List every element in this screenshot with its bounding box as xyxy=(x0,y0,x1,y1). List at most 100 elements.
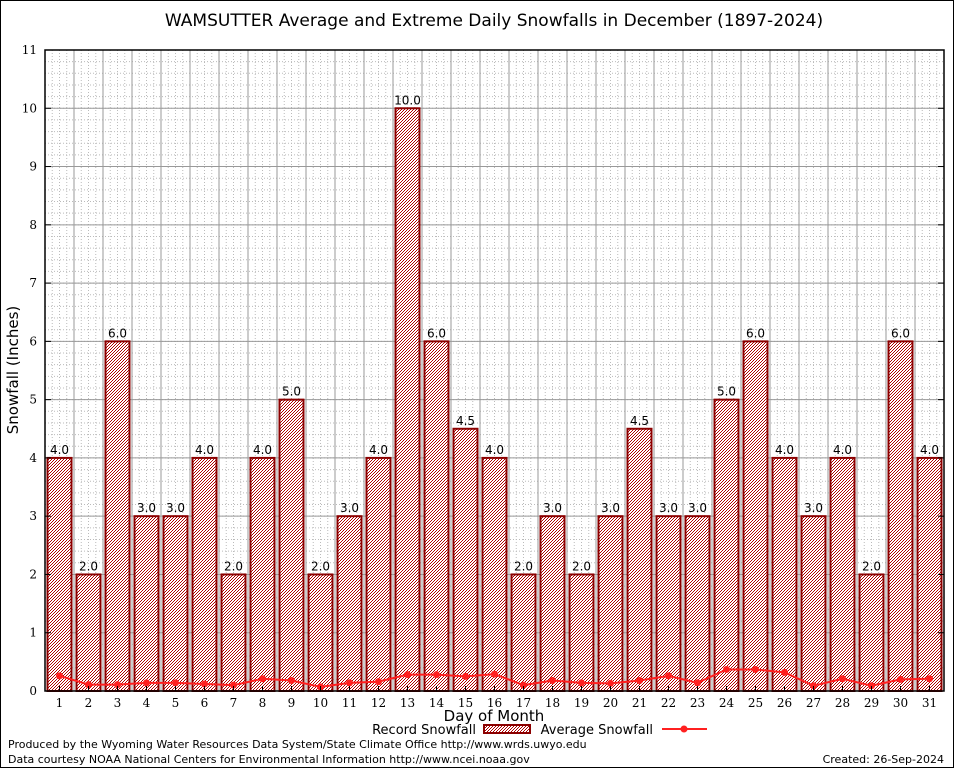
average-point-day-28 xyxy=(839,675,846,683)
x-tick-label: 29 xyxy=(864,696,879,710)
legend-record-label: Record Snowfall xyxy=(372,723,476,738)
average-point-day-7 xyxy=(230,681,237,689)
x-tick-label: 17 xyxy=(516,696,531,710)
x-tick-label: 25 xyxy=(748,696,763,710)
record-bars: 4.0 2.0 6.0 3.0 3.0 4.0 2.0 4.0 5.0 2.0 3.0 4.0 10.0… xyxy=(46,93,943,693)
average-point-day-5 xyxy=(172,679,179,687)
y-tick-label: 11 xyxy=(22,43,37,57)
bar-day-6 xyxy=(191,456,218,692)
average-point-day-11 xyxy=(346,679,353,687)
bar-value-label: 4.0 xyxy=(50,443,69,457)
bar-value-label: 4.5 xyxy=(630,414,649,428)
average-point-day-24 xyxy=(723,665,730,673)
bar-value-label: 4.0 xyxy=(775,443,794,457)
average-line xyxy=(56,665,933,691)
y-tick-label: 5 xyxy=(29,393,37,407)
bar-value-label: 3.0 xyxy=(166,501,185,515)
x-tick-label: 14 xyxy=(429,696,445,710)
average-point-day-30 xyxy=(897,675,904,683)
x-tick-label: 19 xyxy=(574,696,589,710)
bar-day-23 xyxy=(684,515,711,692)
bar-value-label: 4.0 xyxy=(833,443,852,457)
chart-title: WAMSUTTER Average and Extreme Daily Snow… xyxy=(165,11,823,31)
footer-created: Created: 26-Sep-2024 xyxy=(823,753,944,766)
bar-day-26 xyxy=(771,456,798,692)
bar-value-label: 2.0 xyxy=(514,559,533,573)
bar-value-label: 3.0 xyxy=(340,501,359,515)
x-tick-label: 4 xyxy=(143,696,151,710)
y-tick-label: 3 xyxy=(29,509,37,523)
bar-day-30 xyxy=(887,340,914,692)
y-tick-label: 7 xyxy=(29,276,37,290)
x-tick-label: 30 xyxy=(893,696,908,710)
average-point-day-23 xyxy=(694,679,701,687)
x-tick-label: 15 xyxy=(458,696,473,710)
y-tick-label: 9 xyxy=(29,160,37,174)
footer-data-courtesy: Data courtesy NOAA National Centers for … xyxy=(8,753,530,766)
bar-value-label: 6.0 xyxy=(427,326,446,340)
bar-day-20 xyxy=(597,515,624,692)
x-tick-label: 28 xyxy=(835,696,850,710)
y-tick-label: 8 xyxy=(29,218,37,232)
bar-day-27 xyxy=(800,515,827,692)
bar-day-3 xyxy=(104,340,131,692)
bar-day-8 xyxy=(249,456,276,692)
average-point-day-27 xyxy=(810,682,817,690)
average-point-day-12 xyxy=(375,678,382,686)
average-point-day-21 xyxy=(636,677,643,685)
x-tick-label: 11 xyxy=(342,696,357,710)
average-point-day-15 xyxy=(462,672,469,680)
bar-value-label: 3.0 xyxy=(804,501,823,515)
x-tick-label: 9 xyxy=(288,696,296,710)
average-point-day-20 xyxy=(607,679,614,687)
bar-value-label: 3.0 xyxy=(137,501,156,515)
bar-day-15 xyxy=(452,427,479,692)
bar-day-13 xyxy=(394,107,421,693)
average-point-day-26 xyxy=(781,668,788,676)
average-point-day-4 xyxy=(143,679,150,687)
average-point-day-2 xyxy=(85,681,92,689)
bar-value-label: 6.0 xyxy=(108,326,127,340)
bar-value-label: 4.5 xyxy=(456,414,475,428)
y-tick-label: 2 xyxy=(29,567,37,581)
legend-record-swatch xyxy=(483,724,531,734)
x-tick-label: 18 xyxy=(545,696,560,710)
bar-day-11 xyxy=(336,515,363,692)
bar-value-label: 10.0 xyxy=(394,93,421,107)
bar-day-14 xyxy=(423,340,450,692)
average-point-day-19 xyxy=(578,679,585,687)
average-point-day-3 xyxy=(114,681,121,689)
bar-day-16 xyxy=(481,456,508,692)
x-tick-label: 20 xyxy=(603,696,618,710)
bar-day-17 xyxy=(510,573,537,692)
bar-day-19 xyxy=(568,573,595,692)
x-tick-label: 3 xyxy=(114,696,122,710)
bar-value-label: 4.0 xyxy=(253,443,272,457)
bar-value-label: 3.0 xyxy=(688,501,707,515)
average-point-day-16 xyxy=(491,670,498,678)
bar-value-label: 3.0 xyxy=(659,501,678,515)
average-point-day-13 xyxy=(404,671,411,679)
y-tick-label: 10 xyxy=(22,101,37,115)
bar-value-label: 4.0 xyxy=(920,443,939,457)
x-tick-label: 27 xyxy=(806,696,821,710)
legend-average-marker xyxy=(680,725,688,733)
x-tick-label: 21 xyxy=(632,696,647,710)
bar-value-label: 5.0 xyxy=(717,385,736,399)
bar-day-1 xyxy=(46,456,73,692)
average-point-day-8 xyxy=(259,675,266,683)
bar-day-18 xyxy=(539,515,566,692)
x-tick-label: 23 xyxy=(690,696,705,710)
bar-value-label: 6.0 xyxy=(891,326,910,340)
x-tick-label: 31 xyxy=(922,696,937,710)
x-tick-label: 26 xyxy=(777,696,792,710)
x-tick-label: 22 xyxy=(661,696,676,710)
y-axis-label: Snowfall (Inches) xyxy=(4,306,22,434)
x-tick-label: 7 xyxy=(230,696,238,710)
bar-value-label: 4.0 xyxy=(195,443,214,457)
average-point-day-18 xyxy=(549,677,556,685)
bar-value-label: 2.0 xyxy=(862,559,881,573)
bar-day-25 xyxy=(742,340,769,692)
bar-value-label: 2.0 xyxy=(311,559,330,573)
